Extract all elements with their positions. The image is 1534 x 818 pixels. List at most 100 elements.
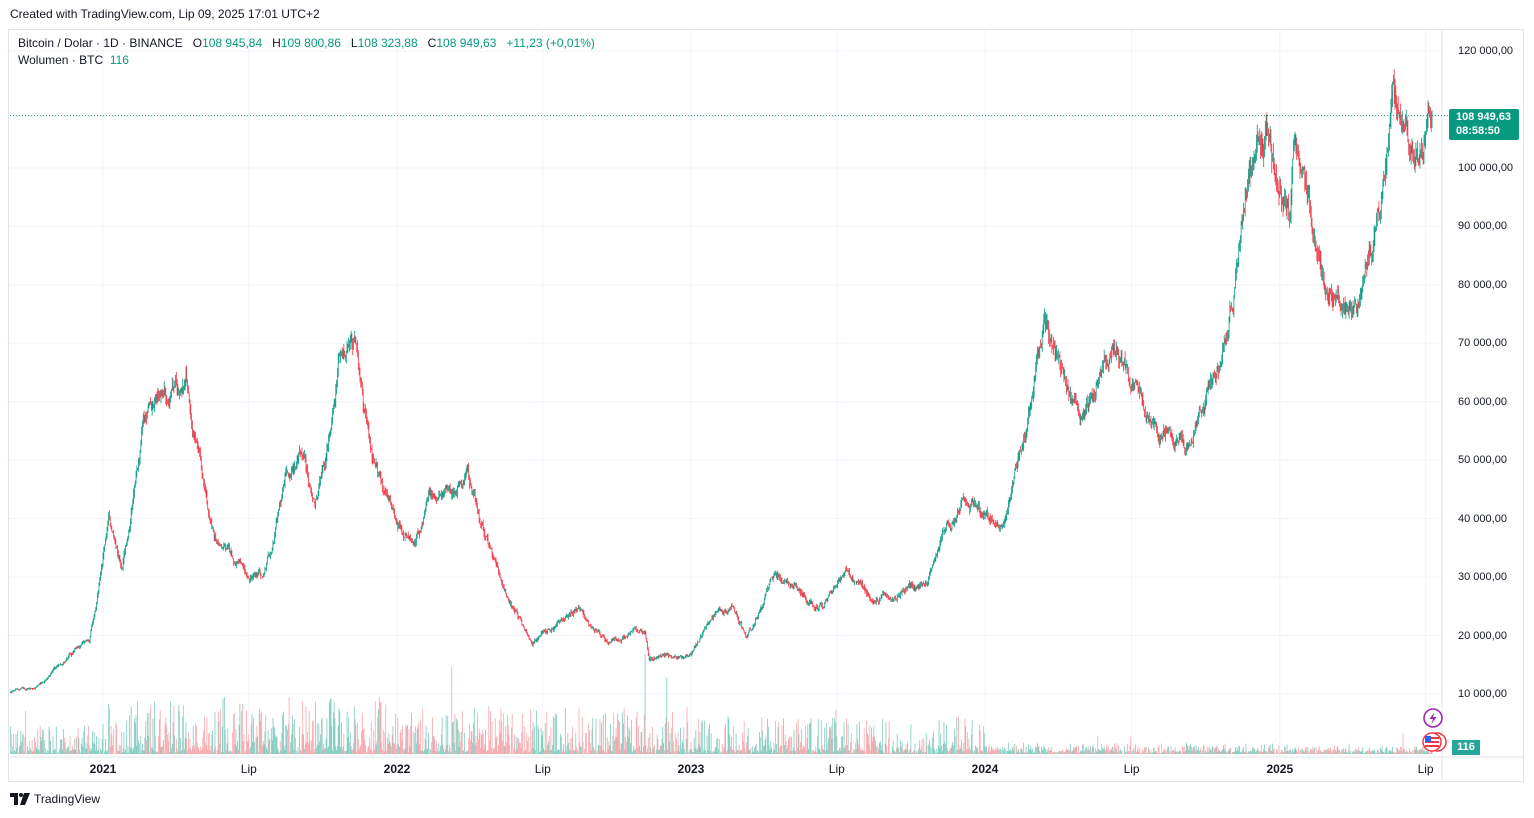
volume-bar: [1354, 751, 1356, 754]
volume-bar: [30, 748, 31, 754]
volume-bar: [759, 732, 760, 754]
volume-bar: [710, 733, 712, 754]
volume-bar: [1218, 748, 1219, 754]
volume-bar: [175, 738, 177, 754]
volume-bar: [359, 747, 361, 754]
volume-bar: [266, 750, 268, 754]
volume-bar: [1183, 751, 1185, 754]
volume-bar: [1266, 752, 1268, 754]
volume-bar: [438, 742, 440, 754]
volume-bar: [319, 741, 321, 754]
volume-bar: [68, 751, 70, 754]
volume-bar: [789, 735, 791, 754]
volume-bar: [105, 739, 106, 754]
volume-bar: [862, 749, 863, 754]
volume-bar: [112, 745, 114, 754]
volume-bar: [1387, 753, 1389, 754]
volume-bar: [508, 735, 510, 754]
volume-bar: [142, 743, 143, 754]
volume-bar: [243, 734, 245, 754]
volume-bar: [512, 753, 514, 754]
volume-bar: [1202, 745, 1204, 754]
volume-bar: [34, 742, 36, 754]
volume-bar: [876, 752, 878, 754]
volume-bar: [1321, 751, 1323, 754]
volume-bar: [578, 708, 580, 754]
volume-bar: [660, 745, 662, 754]
volume-bar: [154, 736, 156, 754]
volume-bar: [434, 739, 436, 754]
volume-bar: [244, 752, 246, 754]
volume-bar: [1188, 749, 1190, 754]
volume-bar: [932, 737, 934, 754]
volume-bar: [564, 751, 565, 754]
volume-bar: [204, 716, 205, 754]
volume-bar: [732, 749, 734, 754]
volume-bar: [1164, 749, 1166, 754]
volume-bar: [110, 726, 112, 754]
volume-bar: [755, 743, 757, 754]
volume-bar: [331, 725, 333, 754]
volume-bar: [1041, 749, 1043, 754]
volume-bar: [83, 731, 85, 754]
volume-bar: [649, 732, 651, 754]
volume-bar: [1103, 746, 1105, 754]
volume-bar: [1025, 746, 1027, 754]
volume-bar: [80, 743, 82, 754]
volume-bar: [1390, 751, 1392, 754]
volume-bar: [857, 739, 859, 754]
volume-bar: [879, 741, 881, 754]
volume-bar: [939, 747, 941, 754]
volume-bar: [262, 745, 263, 754]
volume-bar: [184, 737, 186, 754]
volume-bar: [170, 701, 172, 754]
volume-bar: [57, 752, 59, 754]
volume-bar: [1415, 747, 1417, 754]
volume-bar: [1027, 751, 1029, 754]
volume-bar: [799, 750, 801, 754]
volume-bar: [55, 748, 56, 754]
volume-bar: [711, 753, 713, 754]
volume-bar: [282, 715, 284, 754]
volume-bar: [730, 746, 731, 754]
volume-bar: [1083, 750, 1085, 754]
volume-bar: [299, 726, 300, 754]
volume-bar: [742, 732, 743, 754]
volume-bar: [1342, 750, 1344, 754]
volume-bar: [1326, 750, 1327, 754]
volume-bar: [657, 739, 659, 754]
volume-bar: [883, 753, 885, 754]
volume-bar: [881, 750, 883, 754]
volume-bar: [377, 717, 379, 754]
volume-bar: [933, 748, 935, 754]
volume-bar: [1184, 746, 1186, 754]
volume-bar: [1302, 751, 1304, 754]
volume-bar: [218, 721, 220, 754]
volume-bar: [315, 701, 317, 754]
volume-bar: [924, 752, 925, 754]
volume-bar: [947, 750, 949, 754]
volume-bar: [1128, 751, 1130, 754]
volume-bar: [1285, 751, 1287, 754]
volume-bar: [566, 745, 568, 754]
volume-bar: [1283, 752, 1285, 754]
volume-bar: [811, 752, 813, 754]
volume-bar: [379, 701, 381, 754]
volume-bar: [274, 734, 276, 754]
volume-bar: [979, 730, 981, 754]
volume-bar: [252, 742, 254, 754]
volume-bar: [1028, 749, 1030, 754]
volume-bar: [147, 735, 149, 754]
volume-bar: [1123, 746, 1125, 754]
volume-bar: [404, 748, 406, 754]
volume-bar: [994, 750, 996, 754]
volume-bar: [134, 718, 135, 754]
volume-bar: [1360, 751, 1362, 754]
volume-bar: [921, 739, 923, 754]
volume-bar: [1293, 749, 1295, 754]
volume-bar: [861, 750, 863, 754]
volume-bar: [585, 732, 586, 754]
volume-bar: [1350, 750, 1352, 754]
volume-bar: [726, 750, 728, 754]
